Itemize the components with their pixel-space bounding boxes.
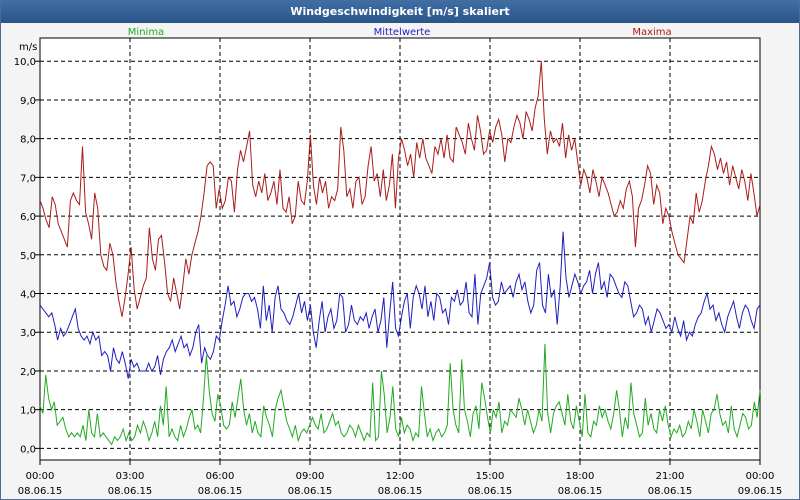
y-tick-label: 10,0	[14, 57, 36, 68]
x-tick-date: 08.06.15	[378, 486, 423, 497]
x-tick-time: 18:00	[566, 471, 595, 482]
series-lines	[39, 61, 761, 446]
legend-minima: Minima	[128, 27, 164, 38]
x-tick-date: 08.06.15	[108, 486, 153, 497]
y-tick-label: 8,0	[20, 135, 36, 146]
y-tick-label: 6,0	[20, 212, 36, 223]
y-axis-unit-label: m/s	[19, 42, 37, 53]
y-axis: 0,0 1,0 2,0 3,0 4,0 5,0 6,0 7,0 8,0 9,0 10,0	[14, 57, 40, 455]
x-tick-time: 12:00	[386, 471, 415, 482]
y-tick-label: 3,0	[20, 328, 36, 339]
x-tick-time: 09:00	[296, 471, 325, 482]
x-axis: 00:00 08.06.15 03:00 08.06.15 06:00 08.06.15 0…	[18, 460, 783, 497]
series-line-maxima	[39, 61, 761, 317]
legend-mittelwerte: Mittelwerte	[374, 27, 431, 38]
y-tick-label: 5,0	[20, 251, 36, 262]
legend-maxima: Maxima	[632, 27, 671, 38]
x-tick-date: 08.06.15	[468, 486, 513, 497]
y-tick-label: 0,0	[20, 444, 36, 455]
x-tick-time: 21:00	[656, 471, 685, 482]
x-tick-time: 03:00	[116, 471, 145, 482]
window-title: Windgeschwindigkeit [m/s] skaliert	[1, 1, 799, 23]
series-line-minima	[39, 343, 761, 446]
y-tick-label: 9,0	[20, 96, 36, 107]
x-tick-date: 08.06.15	[558, 486, 603, 497]
y-tick-label: 1,0	[20, 406, 36, 417]
x-tick-date: 08.06.15	[198, 486, 243, 497]
x-tick-time: 00:00	[26, 471, 55, 482]
y-tick-label: 7,0	[20, 173, 36, 184]
x-tick-date: 09.06.15	[738, 486, 783, 497]
x-tick-time: 15:00	[476, 471, 505, 482]
x-tick-time: 06:00	[206, 471, 235, 482]
y-tick-label: 4,0	[20, 290, 36, 301]
x-tick-time: 00:00	[746, 471, 775, 482]
y-tick-label: 2,0	[20, 367, 36, 378]
x-tick-date: 08.06.15	[288, 486, 333, 497]
x-tick-date: 08.06.15	[648, 486, 693, 497]
x-tick-date: 08.06.15	[18, 486, 63, 497]
series-line-mittelwerte	[39, 231, 761, 379]
